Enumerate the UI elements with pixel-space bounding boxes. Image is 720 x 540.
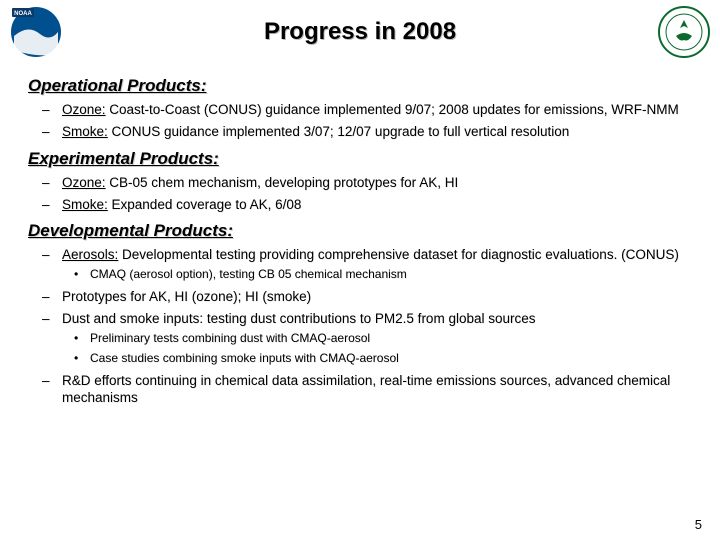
epa-logo (658, 6, 710, 58)
list-item: Prototypes for AK, HI (ozone); HI (smoke… (62, 288, 692, 305)
section-heading-operational: Operational Products: (28, 76, 692, 96)
item-label: Aerosols: (62, 247, 118, 262)
list-item: R&D efforts continuing in chemical data … (62, 372, 692, 407)
sub-item: Preliminary tests combining dust with CM… (90, 331, 692, 347)
noaa-logo: NOAA (10, 6, 62, 58)
experimental-list: Ozone: CB-05 chem mechanism, developing … (28, 174, 692, 214)
item-text: CONUS guidance implemented 3/07; 12/07 u… (108, 124, 570, 139)
list-item: Ozone: Coast-to-Coast (CONUS) guidance i… (62, 101, 692, 118)
item-text: Coast-to-Coast (CONUS) guidance implemen… (106, 102, 679, 117)
svg-text:NOAA: NOAA (14, 11, 32, 17)
item-text: Developmental testing providing comprehe… (118, 247, 679, 262)
sub-item: CMAQ (aerosol option), testing CB 05 che… (90, 267, 692, 283)
item-label: Smoke: (62, 124, 108, 139)
section-heading-developmental: Developmental Products: (28, 221, 692, 241)
item-label: Ozone: (62, 102, 106, 117)
item-label: Smoke: (62, 197, 108, 212)
item-text: CB-05 chem mechanism, developing prototy… (106, 175, 459, 190)
operational-list: Ozone: Coast-to-Coast (CONUS) guidance i… (28, 101, 692, 141)
sub-item: Case studies combining smoke inputs with… (90, 351, 692, 367)
page-title: Progress in 2008 (0, 0, 720, 46)
list-item: Smoke: Expanded coverage to AK, 6/08 (62, 196, 692, 213)
list-item: Dust and smoke inputs: testing dust cont… (62, 310, 692, 366)
list-item: Smoke: CONUS guidance implemented 3/07; … (62, 123, 692, 140)
item-text: Expanded coverage to AK, 6/08 (108, 197, 302, 212)
list-item: Ozone: CB-05 chem mechanism, developing … (62, 174, 692, 191)
developmental-list: Aerosols: Developmental testing providin… (28, 246, 692, 406)
sub-list: CMAQ (aerosol option), testing CB 05 che… (62, 267, 692, 283)
content: Operational Products: Ozone: Coast-to-Co… (0, 64, 720, 406)
item-label: Ozone: (62, 175, 106, 190)
page-number: 5 (695, 517, 702, 532)
item-text: Dust and smoke inputs: testing dust cont… (62, 311, 536, 326)
section-heading-experimental: Experimental Products: (28, 149, 692, 169)
sub-list: Preliminary tests combining dust with CM… (62, 331, 692, 366)
list-item: Aerosols: Developmental testing providin… (62, 246, 692, 283)
header: NOAA Progress in 2008 (0, 0, 720, 64)
